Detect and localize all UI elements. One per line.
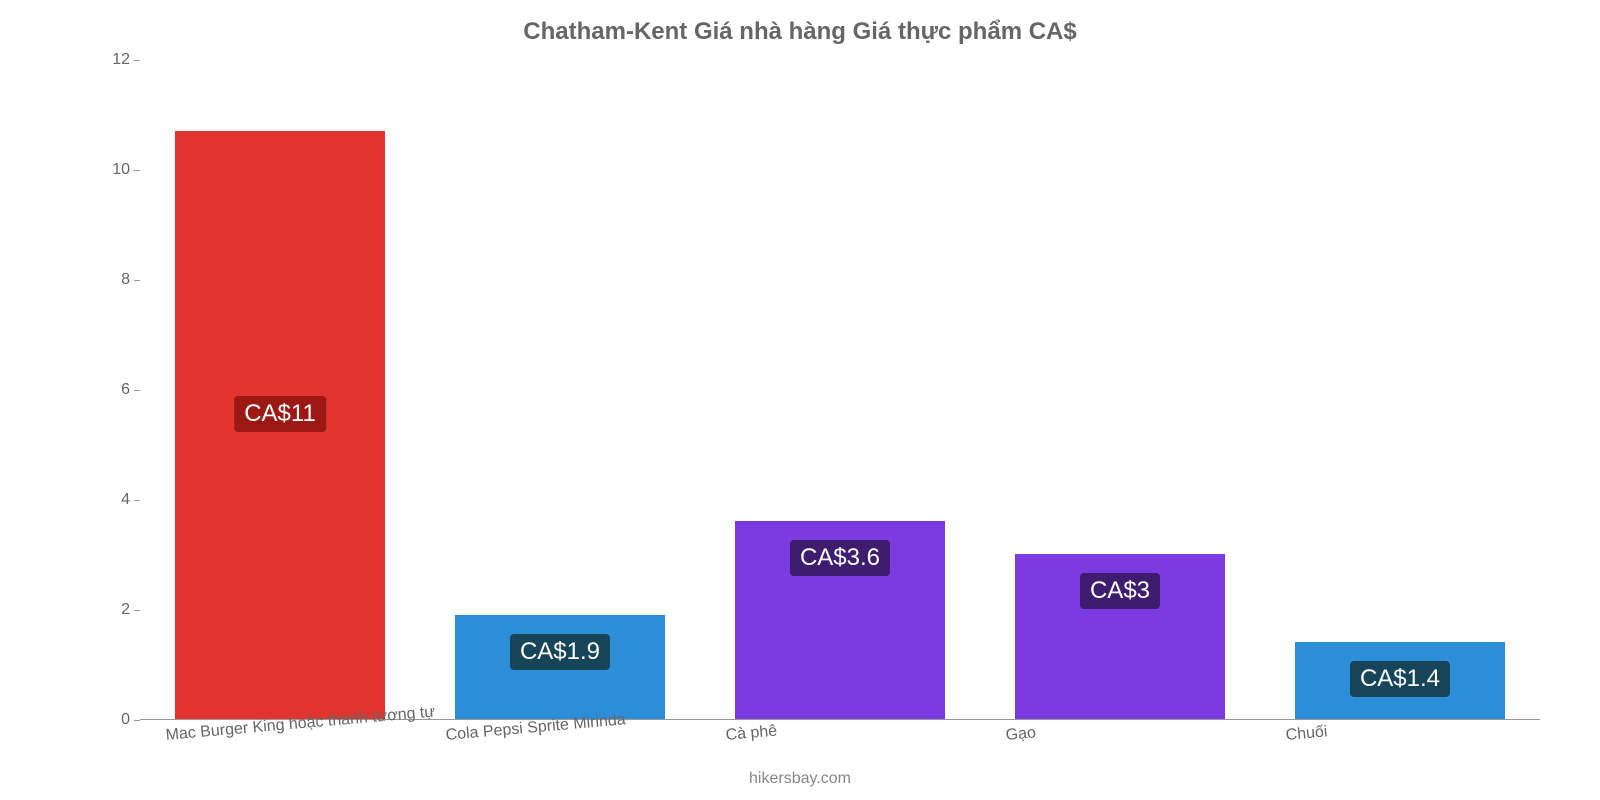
bar-value-label: CA$11 [234,396,326,432]
y-tick-mark [134,60,140,61]
bar-value-label: CA$3 [1080,573,1160,609]
bar-value-label: CA$3.6 [790,540,890,576]
y-tick-label: 8 [90,271,130,289]
y-tick-label: 12 [90,51,130,69]
y-tick-mark [134,170,140,171]
attribution: hikersbay.com [0,770,1600,788]
y-tick-mark [134,390,140,391]
plot-area: 024681012CA$11Mac Burger King hoặc thanh… [140,60,1540,720]
y-tick-mark [134,720,140,721]
y-tick-mark [134,500,140,501]
y-tick-mark [134,610,140,611]
x-tick-label: Chuối [1285,723,1328,745]
x-tick-label: Gạo [1005,724,1037,745]
y-tick-label: 10 [90,161,130,179]
x-tick-label: Cà phê [725,723,778,745]
y-tick-label: 0 [90,711,130,729]
y-tick-label: 2 [90,601,130,619]
y-tick-mark [134,280,140,281]
chart-title: Chatham-Kent Giá nhà hàng Giá thực phẩm … [0,18,1600,46]
bar-value-label: CA$1.4 [1350,661,1450,697]
y-tick-label: 6 [90,381,130,399]
y-tick-label: 4 [90,491,130,509]
bar-value-label: CA$1.9 [510,634,610,670]
